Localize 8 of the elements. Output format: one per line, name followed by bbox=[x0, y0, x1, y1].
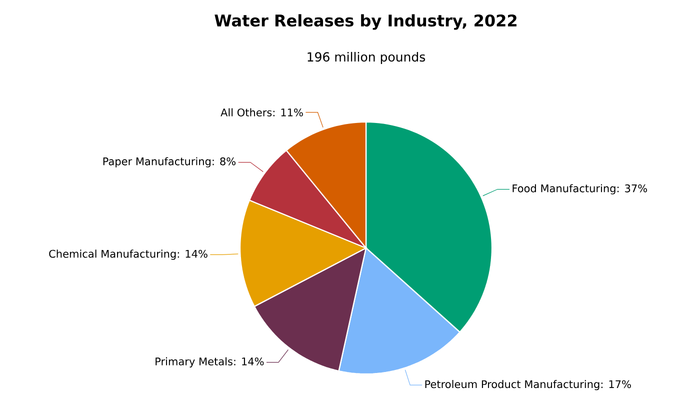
slice-label: All Others: 11% bbox=[220, 108, 303, 116]
chart-title: Water Releases by Industry, 2022 bbox=[214, 14, 516, 30]
slice-label: Primary Metals: 14% bbox=[156, 357, 264, 368]
slice-label: Chemical Manufacturing: 14% bbox=[49, 250, 208, 260]
chart-subtitle: 196 million pounds bbox=[308, 52, 426, 64]
slice-label: Petroleum Product Manufacturing: 17% bbox=[425, 380, 631, 390]
slice-label: Food Manufacturing: 37% bbox=[512, 184, 648, 194]
slice-label: Paper Manufacturing: 8% bbox=[103, 157, 236, 168]
